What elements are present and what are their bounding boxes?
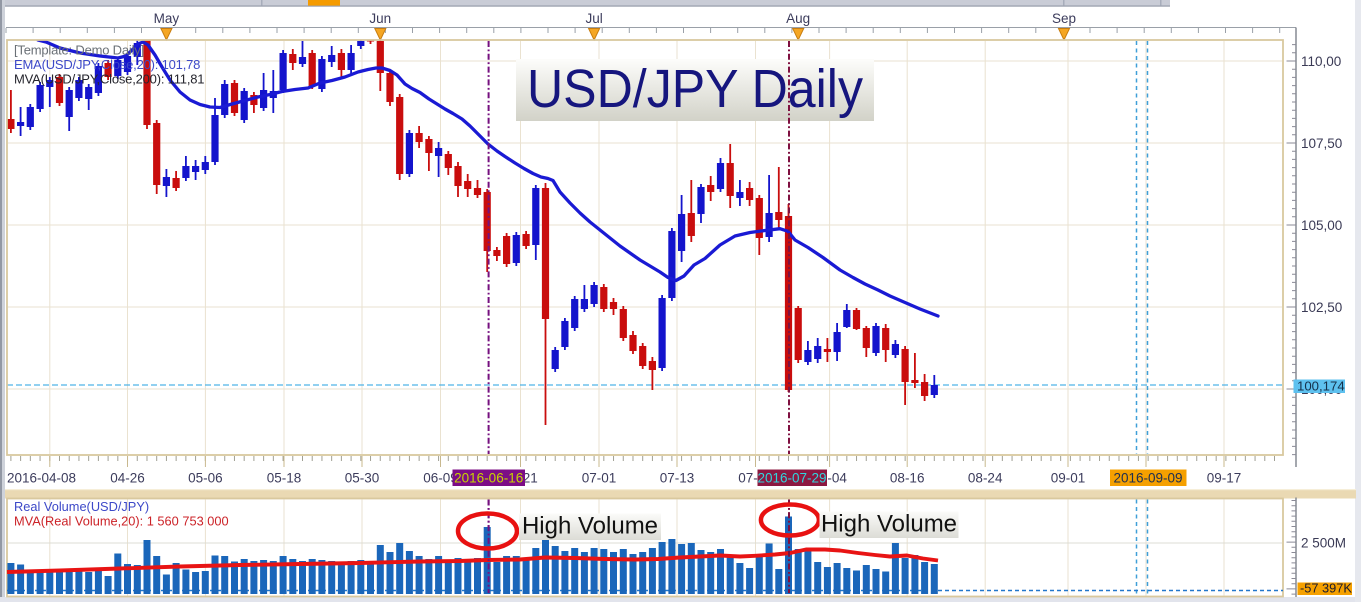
svg-text:MVA(Real Volume,20): 1 560 753: MVA(Real Volume,20): 1 560 753 000 [14, 514, 229, 529]
svg-text:MVA(USD/JPY,Close,200): 111,81: MVA(USD/JPY,Close,200): 111,81 [14, 72, 204, 87]
svg-text:08-16: 08-16 [890, 471, 925, 486]
svg-text:May: May [154, 11, 180, 26]
svg-text:05-06: 05-06 [188, 471, 223, 486]
svg-text:110,00: 110,00 [1301, 54, 1341, 69]
svg-text:2016-06-16: 2016-06-16 [454, 471, 523, 486]
svg-text:07-13: 07-13 [660, 471, 695, 486]
svg-text:2016-07-29: 2016-07-29 [757, 471, 826, 486]
svg-text:05-18: 05-18 [267, 471, 302, 486]
svg-text:105,00: 105,00 [1301, 218, 1342, 233]
svg-text:09-01: 09-01 [1051, 471, 1086, 486]
svg-text:2016-09-09: 2016-09-09 [1113, 471, 1182, 486]
svg-text:High Volume: High Volume [522, 513, 658, 540]
svg-text:04-26: 04-26 [110, 471, 145, 486]
svg-text:100,174: 100,174 [1297, 379, 1345, 394]
svg-text:[Template: Demo Daily]: [Template: Demo Daily] [14, 43, 144, 58]
svg-text:107,50: 107,50 [1301, 136, 1342, 151]
svg-text:Jun: Jun [369, 11, 391, 26]
svg-text:USD/JPY Daily: USD/JPY Daily [527, 59, 863, 119]
svg-text:Sep: Sep [1052, 11, 1076, 26]
svg-text:2 500M: 2 500M [1301, 536, 1346, 551]
svg-text:102,50: 102,50 [1301, 300, 1342, 315]
svg-text:High Volume: High Volume [821, 511, 957, 538]
svg-text:06-09: 06-09 [423, 471, 458, 486]
svg-text:08-24: 08-24 [968, 471, 1003, 486]
svg-text:-57 397K: -57 397K [1300, 581, 1352, 596]
svg-text:2016-04-08: 2016-04-08 [7, 471, 76, 486]
svg-text:05-30: 05-30 [345, 471, 380, 486]
svg-text:09-17: 09-17 [1207, 471, 1242, 486]
svg-text:07-01: 07-01 [582, 471, 617, 486]
svg-text:EMA(USD/JPY,Close,20): 101,78: EMA(USD/JPY,Close,20): 101,78 [14, 57, 200, 72]
svg-text:Jul: Jul [585, 11, 602, 26]
svg-text:Real Volume(USD/JPY): Real Volume(USD/JPY) [14, 499, 149, 514]
svg-text:Aug: Aug [786, 11, 810, 26]
